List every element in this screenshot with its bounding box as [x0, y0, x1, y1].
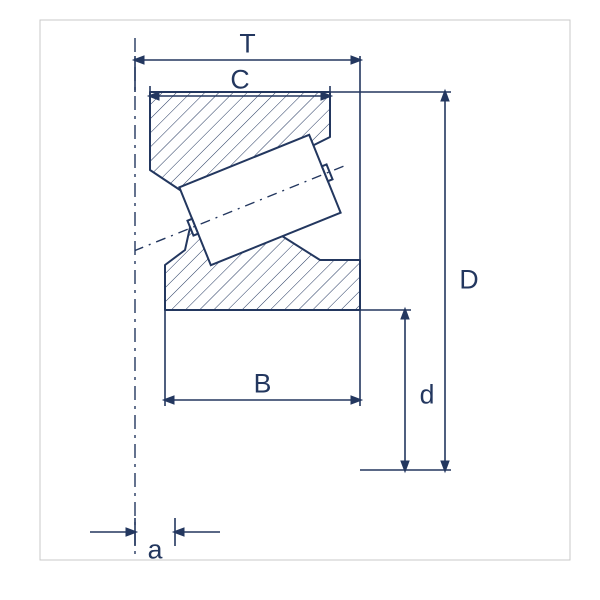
- dim-label-D: D: [459, 265, 478, 296]
- dim-label-T: T: [239, 29, 255, 60]
- bearing-diagram-svg: [0, 0, 600, 600]
- diagram-canvas: T C B a D d: [0, 0, 600, 600]
- dim-label-a: a: [148, 535, 163, 566]
- dim-label-B: B: [254, 369, 272, 400]
- dim-label-C: C: [230, 65, 249, 96]
- dim-label-d: d: [420, 380, 435, 411]
